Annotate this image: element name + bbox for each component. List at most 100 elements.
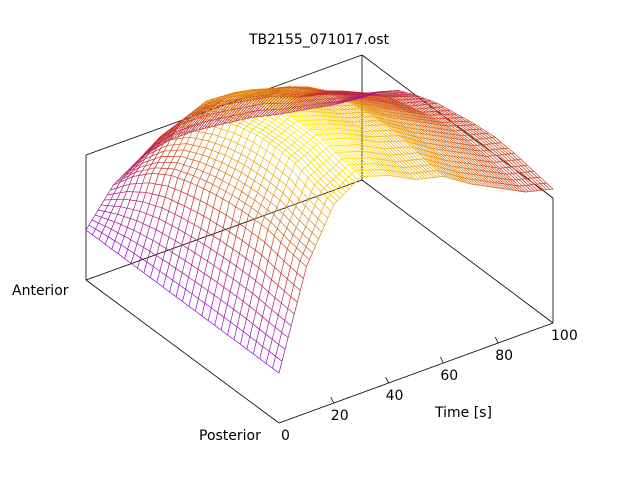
mesh-line-time [278,142,283,146]
mesh-line-position [336,120,344,126]
mesh-line-position [173,143,181,146]
mesh-line-time [330,191,334,195]
mesh-line-position [206,164,213,168]
mesh-line-position [251,89,259,95]
mesh-line-position [381,159,389,166]
mesh-line-position [270,202,278,208]
mesh-line-position [395,147,403,155]
mesh-line-position [385,135,393,142]
mesh-line-time [332,176,337,180]
mesh-line-position [289,199,297,207]
mesh-line-position [120,191,127,194]
mesh-line-position [160,145,168,149]
mesh-line-time [323,160,327,164]
mesh-line-time [188,264,192,278]
mesh-line-position [201,315,209,321]
mesh-line-position [330,91,338,94]
mesh-line-position [289,220,297,228]
mesh-line-position [418,125,425,131]
mesh-line-position [111,248,119,255]
mesh-line-position [457,166,465,174]
mesh-line-position [377,153,385,161]
mesh-line-position [417,148,425,155]
mesh-line-position [444,149,452,157]
mesh-line-position [145,191,153,195]
mesh-line-position [174,168,181,172]
mesh-line-time [267,221,272,230]
mesh-line-position [220,111,228,114]
mesh-line-position [182,301,190,307]
mesh-line-position [376,136,384,143]
mesh-line-position [436,170,444,177]
mesh-line-position [324,92,331,95]
mesh-line-time [174,202,179,215]
mesh-line-position [424,126,432,132]
mesh-line-position [329,170,337,177]
mesh-line-position [145,172,153,175]
mesh-line-time [273,228,278,237]
mesh-line-time [246,306,250,319]
mesh-line-position [199,146,206,149]
mesh-line-position [338,116,346,122]
mesh-line-position [485,175,493,183]
mesh-line-time [245,215,249,228]
mesh-line-position [321,124,329,130]
mesh-line-position [171,225,179,230]
mesh-line-position [372,120,380,126]
mesh-line-position [382,135,390,142]
mesh-line-position [287,102,294,109]
mesh-line-time [298,213,303,221]
mesh-line-position [256,97,264,106]
mesh-line-time [143,236,147,248]
mesh-line-time [305,219,310,227]
mesh-line-time [295,220,300,228]
mesh-line-position [242,94,250,99]
mesh-line-position [161,184,169,187]
mesh-line-position [348,125,356,131]
mesh-line-position [304,167,312,176]
mesh-line-time [152,229,157,241]
mesh-line-position [415,172,423,180]
mesh-line-position [315,92,323,95]
mesh-line-position [359,112,367,118]
mesh-line-time [148,156,152,162]
mesh-line-position [113,192,121,195]
mesh-line-position [364,131,372,138]
mesh-line-time [282,149,286,153]
mesh-line-position [226,102,234,112]
mesh-line-position [469,163,477,171]
mesh-line-time [324,217,329,226]
mesh-line-time [209,184,214,192]
mesh-line-position [213,265,221,271]
mesh-line-position [414,159,422,166]
mesh-line-position [288,147,296,154]
mesh-line-position [446,141,454,148]
mesh-line-position [434,144,442,150]
mesh-line-position [158,195,166,198]
mesh-line-time [316,166,321,170]
mesh-line-position [255,103,262,107]
mesh-line-position [413,139,421,146]
mesh-line-position [346,101,354,106]
mesh-line-position [302,115,310,121]
mesh-line-position [358,103,366,109]
mesh-line-position [412,132,420,138]
mesh-line-time [173,138,178,145]
mesh-line-position [256,341,263,347]
mesh-line-position [329,182,337,190]
mesh-line-position [363,99,371,103]
mesh-line-time [207,307,212,321]
mesh-line-position [202,125,209,127]
mesh-line-position [292,234,300,241]
mesh-line-position [276,187,284,193]
mesh-line-position [390,120,398,126]
mesh-line-position [459,157,467,164]
mesh-line-position [235,99,243,101]
mesh-line-position [216,252,224,258]
mesh-line-time [222,173,226,181]
mesh-line-position [415,132,423,139]
mesh-line-position [204,120,212,129]
mesh-line-position [158,218,166,223]
mesh-line-position [266,90,274,96]
mesh-line-time [98,217,102,224]
